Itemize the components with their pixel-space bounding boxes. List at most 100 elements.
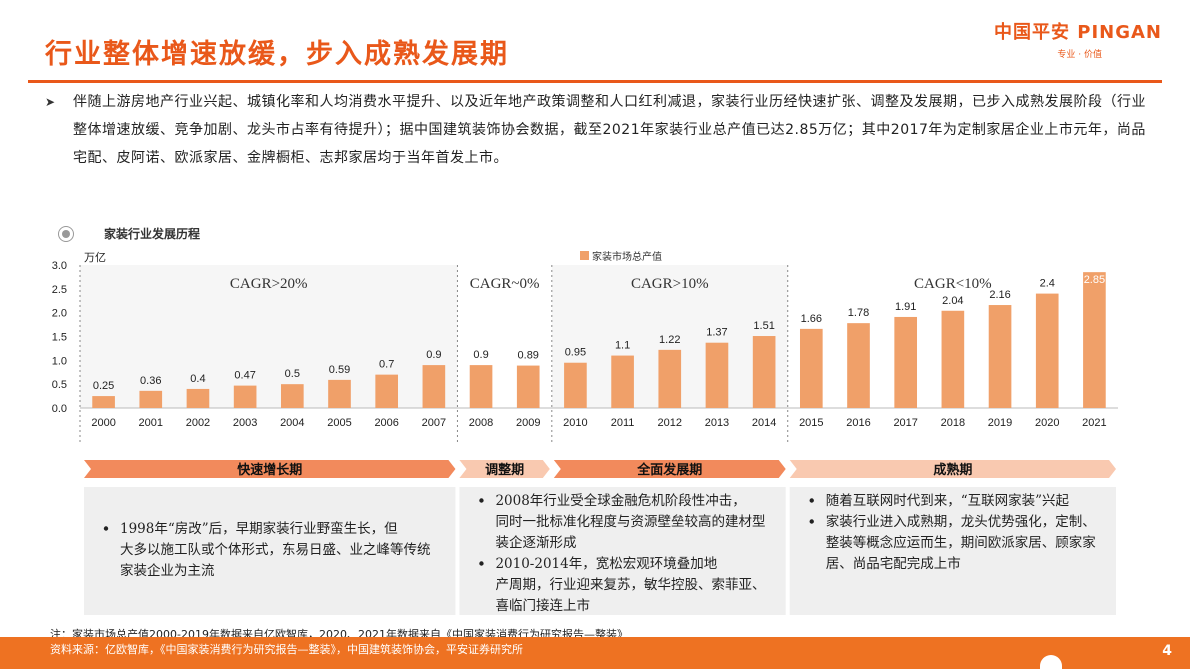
bar-value-label: 0.7 — [379, 359, 394, 371]
source-text: 资料来源：亿欧智库，《中国家装消费行为研究报告—整装》，中国建筑装饰协会，平安证… — [50, 643, 523, 656]
bar — [611, 355, 634, 408]
note-text: 家装企业为主流 — [120, 562, 215, 579]
phase-label: 快速增长期 — [237, 462, 302, 478]
y-tick-label: 0.0 — [52, 403, 67, 415]
bar — [658, 349, 682, 408]
bar — [422, 365, 446, 408]
x-tick-label: 2005 — [327, 417, 351, 429]
page-number: 4 — [1162, 643, 1172, 659]
bar-value-label: 0.89 — [518, 350, 539, 362]
x-tick-label: 2011 — [611, 417, 635, 429]
y-tick-label: 1.0 — [52, 355, 67, 367]
note-text: 1998年“房改”后，早期家装行业野蛮生长，但 — [120, 520, 398, 537]
phase-arrow — [84, 460, 456, 478]
bar-series — [92, 272, 1106, 408]
x-tick-label: 2004 — [280, 417, 304, 429]
bar-value-label: 0.95 — [565, 347, 586, 359]
title-divider — [28, 80, 1162, 83]
bar-value-label: 0.9 — [426, 349, 441, 361]
note-box — [459, 487, 786, 615]
x-tick-label: 2003 — [233, 417, 257, 429]
note-bullet — [479, 498, 484, 503]
bar-value-label: 1.51 — [753, 320, 774, 332]
bar — [799, 328, 823, 408]
bar — [1035, 293, 1059, 408]
footer-bar — [0, 637, 1190, 669]
logo-text: 中国平安 PINGAN — [994, 22, 1162, 43]
phase-arrow — [789, 460, 1116, 478]
bar-value-label: 0.5 — [285, 368, 300, 380]
bar — [328, 379, 351, 408]
bar — [516, 365, 540, 408]
bar-value-label: 1.22 — [659, 334, 680, 346]
phase-arrow — [459, 460, 550, 478]
x-tick-label: 2020 — [1035, 417, 1059, 429]
note-text: 大多以施工队或个体形式，东易日盛、业之峰等传统 — [120, 541, 431, 558]
note-text: 整装等概念应运而生，期间欧派家居、顾家家 — [826, 534, 1096, 551]
bar-value-label: 0.59 — [329, 364, 350, 376]
note-text: 居、尚品宅配完成上市 — [826, 555, 961, 572]
note-text: 装企逐渐形成 — [495, 534, 576, 551]
legend-label: 家装市场总产值 — [592, 250, 662, 263]
x-tick-label: 2012 — [658, 417, 682, 429]
bar — [564, 362, 587, 408]
x-tick-label: 2017 — [893, 417, 917, 429]
summary-text: 伴随上游房地产行业兴起、城镇化率和人均消费水平提升、以及近年地产政策调整和人口红… — [73, 94, 1146, 166]
x-tick-label: 2016 — [846, 417, 870, 429]
phase-label: 调整期 — [485, 462, 524, 478]
phase-label: 全面发展期 — [636, 462, 702, 478]
x-tick-label: 2000 — [91, 417, 115, 429]
note-bullet — [809, 498, 814, 503]
phase-arrows: 快速增长期 调整期 全面发展期 成熟期 — [84, 460, 1116, 478]
bar-value-label: 2.16 — [989, 289, 1010, 301]
chart-labels: 0.25 2000 0.36 2001 0.4 2002 0.47 2003 0.5 2004 0.… — [91, 274, 1106, 429]
x-tick-label: 2021 — [1082, 417, 1106, 429]
y-tick-label: 3.0 — [52, 260, 67, 272]
bar — [894, 316, 918, 408]
chart-axes: 0.0 0.5 1.0 1.5 2.0 2.5 3.0 万亿 家装市场总产值 — [52, 250, 1118, 445]
bar — [469, 365, 493, 408]
cagr-label: CAGR<10% — [914, 276, 992, 292]
x-tick-label: 2002 — [186, 417, 210, 429]
phase-label: 成熟期 — [933, 462, 972, 478]
x-tick-label: 2015 — [799, 417, 823, 429]
note-text: 2008年行业受全球金融危机阶段性冲击， — [495, 492, 745, 509]
x-tick-label: 2014 — [752, 417, 776, 429]
note-text: 家装行业进入成熟期，龙头优势强化，定制、 — [826, 513, 1096, 530]
bar — [1083, 272, 1106, 408]
x-tick-label: 2006 — [374, 417, 398, 429]
y-tick-label: 2.5 — [52, 284, 67, 296]
bar-value-label: 0.25 — [93, 380, 114, 392]
note-bullet — [479, 561, 484, 566]
note-box — [84, 487, 456, 615]
page-title: 行业整体增速放缓，步入成熟发展期 — [45, 39, 509, 70]
x-tick-label: 2010 — [563, 417, 587, 429]
phase-bands — [80, 265, 788, 408]
cagr-label: CAGR~0% — [470, 276, 540, 292]
bar-value-label: 1.37 — [706, 327, 727, 339]
bar — [139, 390, 163, 408]
note-box — [789, 487, 1116, 615]
legend-swatch — [580, 251, 589, 260]
chart-heading: 家装行业发展历程 — [58, 225, 200, 242]
phase-arrow — [553, 460, 786, 478]
bar — [92, 396, 115, 408]
bar — [941, 310, 965, 408]
bar — [705, 342, 729, 408]
bar-value-label: 0.36 — [140, 375, 161, 387]
x-tick-label: 2001 — [139, 417, 163, 429]
note-bullet — [809, 519, 814, 524]
bar-value-label: 0.9 — [473, 349, 488, 361]
note-bullet — [103, 526, 109, 531]
bar-value-label: 1.91 — [895, 301, 916, 313]
bar — [847, 323, 870, 408]
bar — [280, 384, 304, 408]
logo-tagline: 专业 · 价值 — [1057, 50, 1102, 60]
corner-logo-icon — [1040, 655, 1062, 669]
bar — [186, 388, 210, 408]
pingan-logo: 中国平安 PINGAN 专业 · 价值 — [994, 18, 1162, 60]
note-text: 2010-2014年，宽松宏观环境叠加地 — [495, 555, 717, 572]
note-text: 随着互联网时代到来，“互联网家装”兴起 — [826, 492, 1070, 509]
x-tick-label: 2018 — [941, 417, 965, 429]
bar — [375, 374, 399, 408]
